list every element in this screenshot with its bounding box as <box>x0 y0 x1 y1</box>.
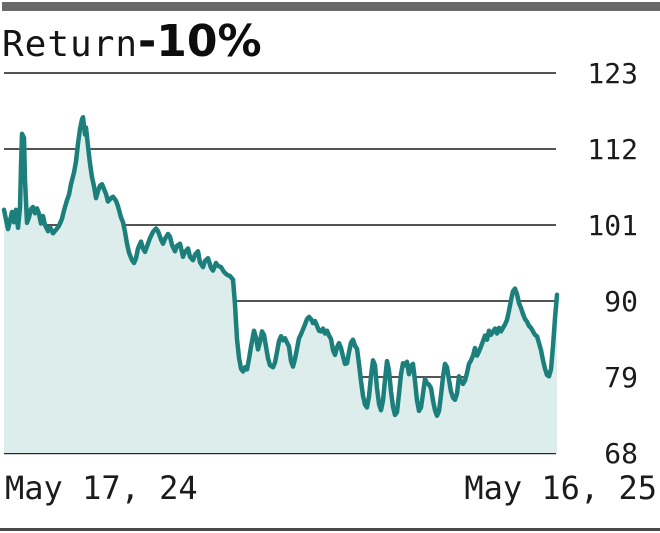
chart-header: Return -10% <box>2 16 262 68</box>
y-tick-label: 123 <box>587 57 638 90</box>
y-tick-label: 112 <box>587 133 638 166</box>
chart-title: Return <box>2 24 139 65</box>
return-line <box>1 114 560 418</box>
return-percentage-value: -10% <box>138 16 262 67</box>
area-fill <box>4 117 557 453</box>
y-tick-label: 79 <box>604 361 638 394</box>
y-tick-label: 90 <box>604 285 638 318</box>
y-tick-label: 101 <box>587 209 638 242</box>
y-axis-tick-labels: 123 112 101 90 79 68 <box>587 57 638 470</box>
x-axis-start-label: May 17, 24 <box>5 469 198 507</box>
bottom-border <box>0 528 660 531</box>
top-accent-bar <box>2 2 660 11</box>
x-axis-end-label: May 16, 25 <box>464 469 657 507</box>
y-tick-label: 68 <box>604 437 638 470</box>
